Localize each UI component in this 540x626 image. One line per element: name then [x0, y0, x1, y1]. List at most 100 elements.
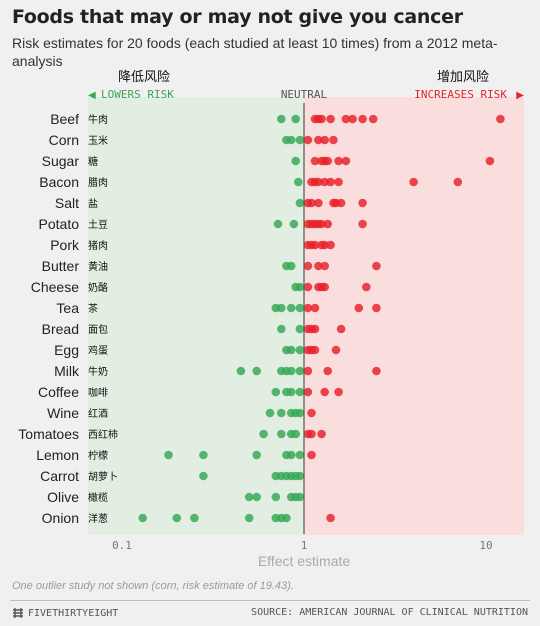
data-point: [295, 408, 305, 418]
data-point: [358, 114, 367, 124]
data-point: [341, 156, 351, 166]
data-point: [303, 366, 313, 376]
food-label-cn: 猪肉: [88, 239, 108, 252]
data-point: [358, 198, 367, 208]
data-point: [314, 135, 323, 145]
data-point: [320, 387, 330, 397]
food-label-cn: 柠檬: [88, 449, 108, 462]
food-label-cn: 红酒: [88, 407, 108, 420]
food-label-cn: 牛肉: [88, 113, 108, 126]
data-point: [303, 282, 313, 292]
chart-subtitle: Risk estimates for 20 foods (each studie…: [12, 35, 498, 69]
data-point: [320, 135, 330, 145]
data-point: [331, 345, 341, 355]
data-point: [358, 219, 367, 229]
food-row-carrot: Carrot 胡萝卜: [40, 468, 305, 484]
increases-risk-zone: [304, 97, 524, 535]
food-label: Bacon: [39, 174, 79, 190]
data-point: [295, 366, 305, 376]
data-point: [334, 387, 343, 397]
food-label-cn: 茶: [88, 302, 98, 315]
data-point: [314, 198, 323, 208]
food-label: Bread: [42, 321, 79, 337]
data-point: [317, 219, 326, 229]
data-point: [291, 429, 301, 439]
food-row-sugar: Sugar 糖: [42, 153, 495, 169]
food-label: Egg: [54, 342, 79, 358]
data-point: [310, 240, 320, 250]
data-point: [277, 324, 286, 334]
data-point: [289, 219, 299, 229]
data-point: [320, 240, 330, 250]
data-point: [277, 429, 286, 439]
data-point: [326, 240, 335, 250]
data-point: [277, 408, 286, 418]
data-point: [496, 114, 505, 124]
data-point: [354, 303, 364, 313]
data-point: [323, 156, 333, 166]
data-point: [295, 450, 305, 460]
data-point: [307, 450, 316, 460]
data-point: [453, 177, 463, 187]
data-point: [295, 345, 305, 355]
data-point: [199, 450, 208, 460]
data-point: [286, 366, 296, 376]
data-point: [252, 366, 261, 376]
data-point: [334, 177, 343, 187]
fivethirtyeight-logo-icon: [13, 608, 23, 618]
lowers-risk-cn-label: 降低风险: [118, 70, 170, 85]
data-point: [295, 198, 305, 208]
food-label: Butter: [42, 258, 80, 274]
data-point: [320, 261, 330, 271]
food-label-cn: 糖: [88, 155, 98, 168]
data-point: [271, 387, 281, 397]
data-point: [362, 282, 371, 292]
data-point: [259, 429, 268, 439]
data-point: [295, 387, 305, 397]
food-label: Olive: [47, 489, 79, 505]
data-point: [326, 114, 335, 124]
food-label-cn: 腊肉: [88, 176, 108, 189]
food-label: Coffee: [38, 384, 79, 400]
x-axis-label: Effect estimate: [258, 553, 351, 569]
data-point: [409, 177, 418, 187]
food-row-olive: Olive 橄榄: [47, 489, 305, 505]
data-point: [295, 135, 305, 145]
food-label: Beef: [50, 111, 79, 127]
brand-name: FIVETHIRTYEIGHT: [28, 607, 119, 619]
data-point: [271, 492, 281, 502]
data-point: [314, 177, 323, 187]
data-point: [320, 177, 330, 187]
lowers-risk-label: LOWERS RISK: [101, 88, 174, 101]
data-point: [310, 345, 320, 355]
data-point: [303, 303, 313, 313]
data-point: [307, 408, 316, 418]
food-row-egg: Egg 鸡蛋: [54, 342, 341, 358]
neutral-label: NEUTRAL: [281, 88, 328, 101]
data-point: [286, 261, 296, 271]
food-label-cn: 咖啡: [88, 387, 108, 399]
data-point: [372, 261, 381, 271]
food-label-cn: 胡萝卜: [88, 470, 118, 483]
footnote: One outlier study not shown (corn, risk …: [12, 580, 294, 592]
food-row-coffee: Coffee 咖啡: [38, 384, 343, 400]
data-point: [303, 387, 313, 397]
data-point: [277, 303, 286, 313]
data-point: [329, 135, 338, 145]
food-row-tomatoes: Tomatoes 西红柿: [18, 426, 326, 442]
food-label-cn: 牛奶: [88, 365, 108, 378]
data-point: [295, 303, 305, 313]
food-label: Carrot: [40, 468, 79, 484]
food-row-bacon: Bacon 腊肉: [39, 174, 463, 190]
data-point: [317, 429, 326, 439]
data-point: [336, 198, 346, 208]
food-row-lemon: Lemon 柠檬: [36, 447, 316, 463]
x-axis-ticks: 0.1 1 10: [112, 539, 493, 552]
data-point: [282, 513, 291, 523]
food-label-cn: 洋葱: [88, 512, 108, 525]
data-point: [334, 156, 343, 166]
food-row-salt: Salt 盐: [55, 195, 367, 211]
food-label: Onion: [42, 510, 79, 526]
data-point: [310, 303, 320, 313]
data-point: [326, 177, 335, 187]
